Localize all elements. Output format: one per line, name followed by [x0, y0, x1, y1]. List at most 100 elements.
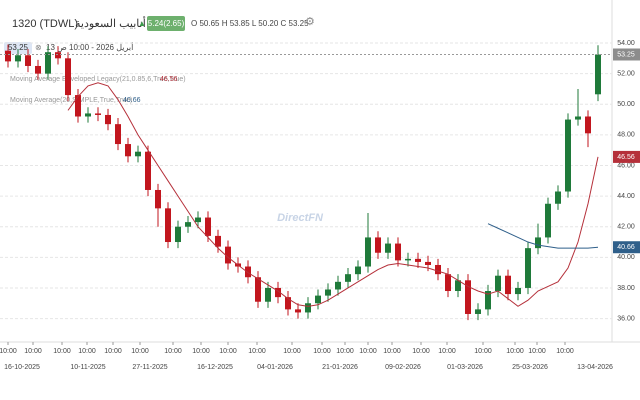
- y-tick-label: 52.00: [617, 70, 635, 77]
- x-tick-label: 10:00: [24, 348, 42, 355]
- candle-body: [535, 237, 541, 249]
- candle-body: [465, 280, 471, 314]
- x-tick-label: 10:00: [438, 348, 456, 355]
- x-tick-label: 10:00: [506, 348, 524, 355]
- price-badge-label: 53.25: [617, 51, 635, 58]
- candle-body: [35, 65, 41, 74]
- y-tick-label: 36.00: [617, 315, 635, 322]
- candle-body: [145, 151, 151, 190]
- candle-body: [85, 113, 91, 117]
- candle-body: [215, 235, 221, 247]
- legend-name: Moving Average Enveloped Legacy(21,0.85,…: [10, 76, 186, 83]
- x-tick-label: 10:00: [474, 348, 492, 355]
- candle-body: [245, 266, 251, 278]
- x-tick-label: 10:00: [528, 348, 546, 355]
- candle-body: [45, 52, 51, 74]
- candle-body: [285, 297, 291, 310]
- settings-icon[interactable]: ⚙: [305, 16, 315, 28]
- x-tick-label: 10:00: [78, 348, 96, 355]
- candle-body: [155, 189, 161, 209]
- candle-body: [455, 280, 461, 292]
- x-tick-label: 10:00: [412, 348, 430, 355]
- candle-body: [205, 217, 211, 236]
- candle-body: [175, 226, 181, 243]
- candle-body: [5, 50, 11, 62]
- candle-body: [315, 295, 321, 304]
- x-date-label: 01-03-2026: [447, 364, 483, 371]
- price-badge: [613, 241, 640, 254]
- x-tick-label: 10:00: [383, 348, 401, 355]
- candle-body: [565, 119, 571, 192]
- candle-body: [55, 52, 61, 59]
- x-date-label: 21-01-2026: [322, 364, 358, 371]
- candle-body: [425, 261, 431, 265]
- x-date-label: 04-01-2026: [257, 364, 293, 371]
- candle-body: [255, 277, 261, 302]
- change: 5.24(2.65): [148, 19, 185, 28]
- legend-value: 40.66: [123, 97, 141, 104]
- candle-body: [185, 222, 191, 227]
- x-date-label: 27-11-2025: [132, 364, 167, 371]
- change-badge: [147, 16, 185, 31]
- candle-body: [295, 309, 301, 313]
- candle-body: [105, 114, 111, 125]
- x-tick-label: 10:00: [164, 348, 182, 355]
- y-tick-label: 42.00: [617, 224, 635, 231]
- candle-body: [495, 275, 501, 292]
- x-date-label: 13-04-2026: [577, 364, 613, 371]
- candle-body: [395, 243, 401, 261]
- candle-body: [135, 151, 141, 157]
- candle-body: [585, 116, 591, 134]
- y-tick-label: 46.00: [617, 162, 635, 169]
- ma-line: [487, 223, 599, 249]
- candle-body: [125, 144, 131, 157]
- candle-body: [345, 274, 351, 282]
- candle-body: [405, 258, 411, 261]
- candle-body: [515, 287, 521, 295]
- close-icon[interactable]: ⊗: [35, 43, 42, 52]
- candle-body: [445, 274, 451, 292]
- y-tick-label: 44.00: [617, 193, 635, 200]
- ma-line: [67, 82, 599, 307]
- candle-body: [95, 113, 101, 115]
- x-tick-label: 10:00: [53, 348, 71, 355]
- candle-body: [595, 54, 601, 95]
- y-tick-label: 40.00: [617, 254, 635, 261]
- candle-body: [505, 275, 511, 295]
- candle-body: [355, 266, 361, 275]
- y-tick-label: 54.00: [617, 40, 635, 47]
- candle-body: [545, 203, 551, 238]
- candle-body: [65, 58, 71, 96]
- x-tick-label: 10:00: [336, 348, 354, 355]
- x-tick-label: 10:00: [104, 348, 122, 355]
- candle-body: [75, 95, 81, 117]
- x-tick-label: 10:00: [359, 348, 377, 355]
- candle-body: [15, 55, 21, 62]
- candle-body: [115, 124, 121, 145]
- candle-body: [435, 264, 441, 275]
- candle-body: [25, 55, 31, 66]
- x-date-label: 16-12-2025: [197, 364, 233, 371]
- candle-body: [375, 237, 381, 253]
- candle-body: [365, 237, 371, 267]
- candle-body: [225, 246, 231, 264]
- candle-body: [485, 291, 491, 310]
- up-arrow: ▲: [138, 19, 146, 28]
- ohlc: O 50.65 H 53.85 L 50.20 C 53.25: [191, 19, 309, 28]
- y-tick-label: 38.00: [617, 285, 635, 292]
- candle-body: [325, 289, 331, 296]
- y-tick-label: 48.00: [617, 132, 635, 139]
- x-date-label: 16-10-2025: [4, 364, 40, 371]
- x-date-label: 25-03-2026: [512, 364, 548, 371]
- x-tick-label: 10:00: [192, 348, 210, 355]
- candle-body: [525, 248, 531, 288]
- last-price: 53.25: [8, 43, 29, 52]
- x-tick-label: 10:00: [248, 348, 266, 355]
- candle-body: [415, 258, 421, 262]
- legend-name: Moving Average(20,SIMPLE,True,True): [10, 97, 132, 104]
- x-tick-label: 10:00: [313, 348, 331, 355]
- x-tick-label: 10:00: [131, 348, 149, 355]
- x-tick-label: 10:00: [0, 348, 17, 355]
